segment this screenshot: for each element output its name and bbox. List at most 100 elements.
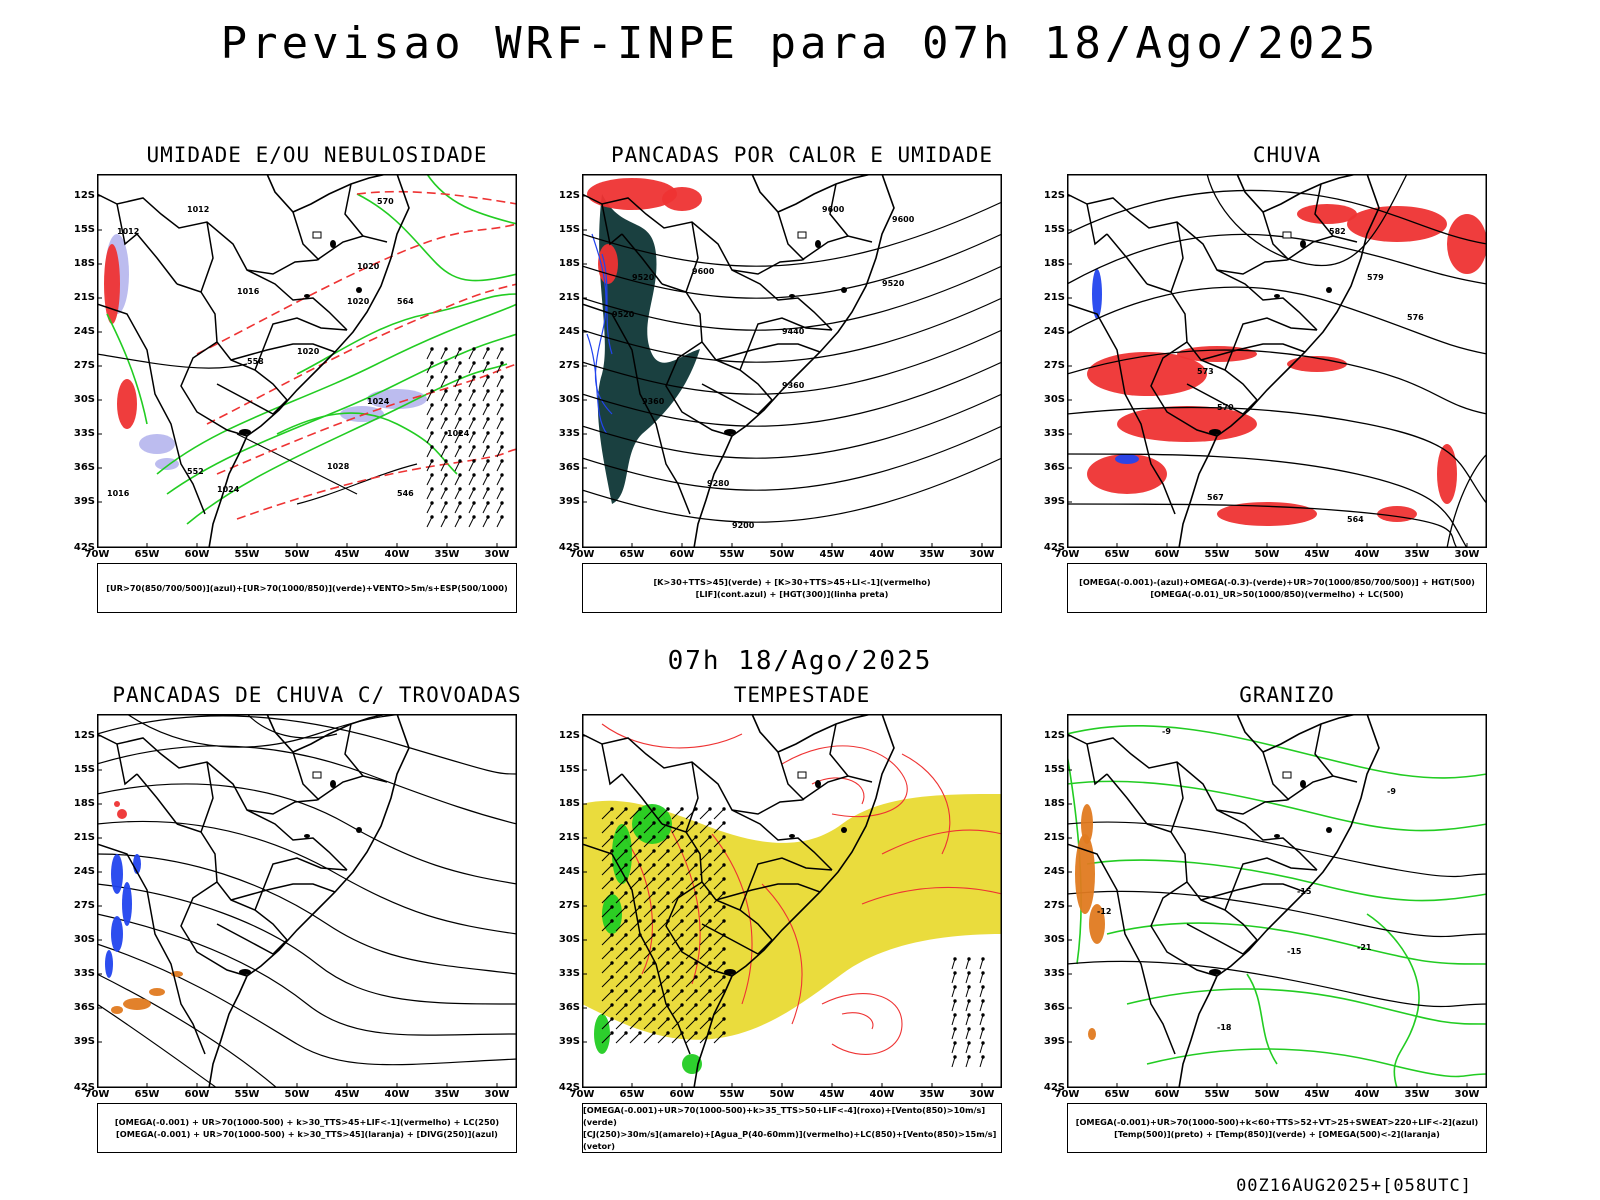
lat-tick-label: 27S — [73, 900, 95, 911]
svg-text:573: 573 — [1197, 367, 1214, 376]
svg-text:567: 567 — [1207, 493, 1224, 502]
lon-tick-label: 40W — [1354, 549, 1380, 560]
lat-tick-label: 33S — [1043, 428, 1065, 439]
map-border — [97, 714, 517, 1088]
map-border — [97, 174, 517, 548]
svg-text:582: 582 — [1329, 227, 1346, 236]
legend-line: [OMEGA(-0.001) + UR>70(1000-500) + k>30_… — [116, 1129, 498, 1139]
lat-tick-label: 33S — [73, 428, 95, 439]
lat-tick-label: 42S — [73, 1082, 95, 1093]
svg-text:-9: -9 — [1162, 727, 1171, 736]
panel-title: GRANIZO — [1239, 683, 1335, 707]
svg-text:546: 546 — [397, 489, 414, 498]
svg-text:9600: 9600 — [692, 267, 715, 276]
svg-text:579: 579 — [1367, 273, 1384, 282]
lon-tick-label: 55W — [1204, 1089, 1230, 1100]
lon-tick-label: 50W — [284, 549, 310, 560]
state-borders — [97, 723, 388, 1055]
svg-text:1028: 1028 — [327, 462, 350, 471]
lon-tick-label: 35W — [1404, 1089, 1430, 1100]
map-frame — [97, 714, 517, 1088]
lat-tick-label: 36S — [558, 462, 580, 473]
state-borders — [582, 183, 873, 515]
map-svg — [97, 714, 517, 1088]
lon-tick-label: 35W — [919, 1089, 945, 1100]
panel-pancadas-trovoadas: PANCADAS DE CHUVA C/ TROVOADAS 12S 15S 18S 2… — [57, 683, 537, 1168]
lake-shapes — [724, 240, 847, 435]
lat-tick-label: 42S — [1043, 542, 1065, 553]
svg-text:9440: 9440 — [782, 327, 805, 336]
svg-text:570: 570 — [1217, 403, 1234, 412]
lat-tick-label: 39S — [73, 1036, 95, 1047]
lake-shapes — [724, 780, 847, 975]
coastline — [1178, 174, 1380, 548]
svg-text:9520: 9520 — [632, 273, 655, 282]
lat-tick-label: 39S — [73, 496, 95, 507]
panel-title: PANCADAS DE CHUVA C/ TROVOADAS — [112, 683, 522, 707]
capital-marker — [797, 231, 807, 239]
coastline — [1178, 714, 1380, 1088]
panel-title: PANCADAS POR CALOR E UMIDADE — [610, 143, 993, 167]
lat-tick-label: 33S — [1043, 968, 1065, 979]
svg-text:9600: 9600 — [892, 215, 915, 224]
map-frame — [582, 714, 1002, 1088]
svg-text:1020: 1020 — [357, 262, 380, 271]
lat-tick-label: 12S — [558, 730, 580, 741]
lon-tick-label: 55W — [719, 1089, 745, 1100]
svg-text:564: 564 — [397, 297, 414, 306]
divergence-blue-spots — [105, 854, 141, 978]
coastline — [208, 174, 410, 548]
coastline — [693, 714, 895, 1088]
lat-tick-label: 15S — [73, 224, 95, 235]
lon-tick-label: 30W — [1454, 549, 1480, 560]
rain-blue-area — [1092, 269, 1139, 464]
lat-tick-label: 33S — [558, 428, 580, 439]
lat-tick-label: 15S — [1043, 764, 1065, 775]
lif-blue-contours — [586, 233, 613, 435]
lat-tick-label: 27S — [1043, 360, 1065, 371]
contour-labels: 582 579 576 573 570 567 564 — [1197, 227, 1424, 524]
lake-shapes — [1209, 240, 1332, 435]
legend-line: [UR>70(850/700/500)](azul)+[UR>70(1000/8… — [106, 583, 508, 593]
lon-tick-label: 65W — [619, 549, 645, 560]
lon-tick-label: 70W — [84, 1089, 110, 1100]
lat-tick-label: 30S — [73, 394, 95, 405]
lat-tick-label: 36S — [1043, 1002, 1065, 1013]
lat-tick-label: 33S — [73, 968, 95, 979]
lat-tick-label: 36S — [558, 1002, 580, 1013]
lon-tick-label: 50W — [1254, 549, 1280, 560]
lon-tick-label: 45W — [819, 549, 845, 560]
lat-tick-label: 30S — [558, 394, 580, 405]
lake-shapes — [239, 240, 362, 435]
lat-tick-label: 36S — [1043, 462, 1065, 473]
map-svg — [582, 714, 1002, 1088]
svg-text:-18: -18 — [1217, 1023, 1232, 1032]
lat-tick-label: 12S — [73, 190, 95, 201]
lon-tick-label: 35W — [919, 549, 945, 560]
svg-text:1024: 1024 — [217, 485, 240, 494]
lon-tick-label: 45W — [334, 549, 360, 560]
lat-tick-label: 30S — [73, 934, 95, 945]
lon-tick-label: 50W — [284, 1089, 310, 1100]
legend-line: [OMEGA(-0.001)-(azul)+OMEGA(-0.3)-(verde… — [1079, 577, 1475, 587]
coastline — [208, 714, 410, 1088]
lat-tick-label: 39S — [558, 496, 580, 507]
lon-tick-label: 40W — [869, 549, 895, 560]
coastline — [693, 174, 895, 548]
mid-title: 07h 18/Ago/2025 — [667, 646, 933, 676]
svg-text:1016: 1016 — [107, 489, 130, 498]
svg-text:9280: 9280 — [707, 479, 730, 488]
lat-tick-label: 42S — [73, 542, 95, 553]
lat-tick-label: 21S — [558, 832, 580, 843]
panel-title: UMIDADE E/OU NEBULOSIDADE — [146, 143, 488, 167]
svg-text:9360: 9360 — [642, 397, 665, 406]
lon-tick-label: 50W — [769, 1089, 795, 1100]
hgt500-streamlines — [1067, 174, 1487, 548]
main-title: Previsao WRF-INPE para 07h 18/Ago/2025 — [220, 18, 1380, 69]
lat-tick-label: 21S — [1043, 292, 1065, 303]
lon-tick-label: 70W — [1054, 549, 1080, 560]
svg-text:1024: 1024 — [447, 429, 470, 438]
capital-marker — [312, 771, 322, 779]
lat-tick-label: 15S — [1043, 224, 1065, 235]
hgt300-contours — [582, 201, 1002, 523]
